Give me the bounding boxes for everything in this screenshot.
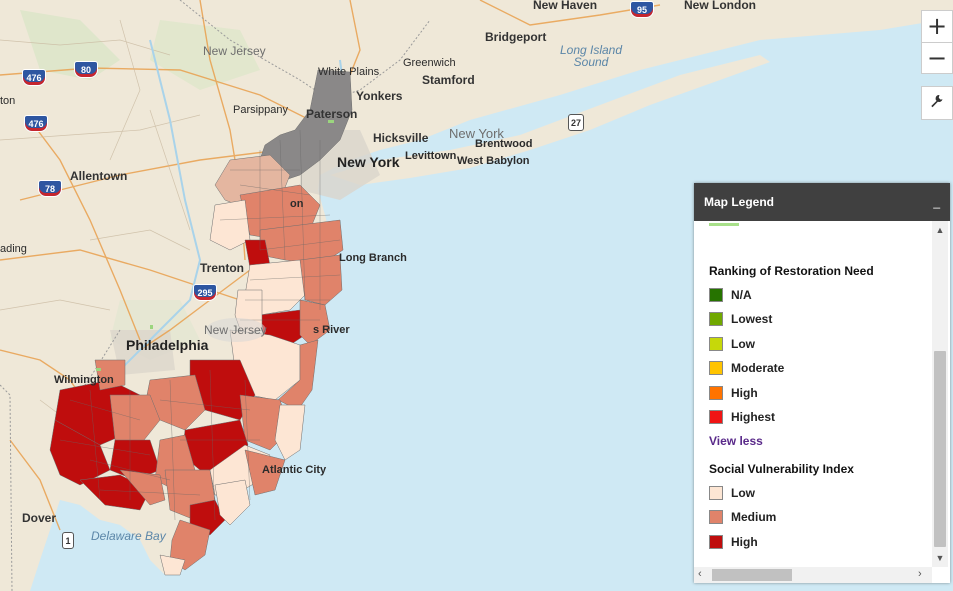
- city-new-london: New London: [684, 0, 756, 12]
- city-toms-river: s River: [313, 324, 350, 336]
- legend-swatch: [709, 361, 723, 375]
- legend-swatch: [709, 386, 723, 400]
- state-new-jersey-south: New Jersey: [204, 323, 267, 337]
- interstate-shield: 295: [193, 284, 217, 301]
- water-long-island-sound: Long Island Sound: [559, 43, 623, 69]
- city-west-babylon: West Babylon: [457, 155, 530, 167]
- interstate-shield: 80: [74, 61, 98, 78]
- legend-swatch: [709, 337, 723, 351]
- city-philadelphia: Philadelphia: [126, 337, 209, 353]
- wrench-icon: [930, 94, 944, 113]
- route-shield: 1: [62, 532, 74, 549]
- legend-title: Map Legend: [704, 195, 775, 209]
- scroll-left-icon[interactable]: ‹: [698, 568, 702, 580]
- legend-content[interactable]: Ranking of Restoration Need N/A Lowest L…: [694, 221, 932, 567]
- delaware-bay-water: [60, 500, 150, 575]
- legend-item: Medium: [709, 510, 776, 524]
- city-wilmington: Wilmington: [54, 374, 114, 386]
- zoom-in-button[interactable]: +: [926, 12, 948, 40]
- legend-swatch: [709, 486, 723, 500]
- legend-horizontal-scrollbar[interactable]: ‹ ›: [694, 567, 932, 583]
- legend-header: Map Legend _: [694, 183, 950, 221]
- city-greenwich: Greenwich: [403, 57, 456, 69]
- zoom-control: + −: [921, 10, 953, 74]
- interstate-shield: 476: [22, 69, 46, 86]
- scroll-down-icon[interactable]: ▼: [935, 553, 945, 563]
- legend-label: High: [731, 535, 758, 549]
- city-white-plains: White Plains: [318, 66, 380, 78]
- tools-button[interactable]: [921, 86, 953, 120]
- svi-heading: Social Vulnerability Index: [709, 462, 854, 476]
- city-new-haven: New Haven: [533, 0, 598, 12]
- interstate-shield: 95: [630, 1, 654, 18]
- interstate-shield: 476: [24, 115, 48, 132]
- city-dover: Dover: [22, 511, 57, 525]
- city-allentown: Allentown: [70, 169, 128, 183]
- legend-label: Low: [731, 486, 755, 500]
- legend-label: Medium: [731, 510, 777, 524]
- legend-label: Moderate: [731, 361, 785, 375]
- legend-label: Low: [731, 337, 755, 351]
- city-trenton: Trenton: [200, 261, 244, 275]
- long-island: [330, 55, 770, 185]
- city-reading: ading: [0, 243, 27, 255]
- scroll-right-icon[interactable]: ›: [918, 568, 922, 580]
- restoration-heading: Ranking of Restoration Need: [709, 264, 874, 278]
- partial-legend-swatch: [709, 223, 739, 226]
- legend-label: N/A: [731, 288, 752, 302]
- scroll-thumb[interactable]: [934, 351, 946, 547]
- route-shield: 27: [568, 114, 584, 131]
- legend-item: Moderate: [709, 361, 784, 375]
- city-parsippany: Parsippany: [233, 104, 289, 116]
- legend-item: Low: [709, 337, 755, 351]
- legend-item: Highest: [709, 410, 775, 424]
- water-delaware-bay: Delaware Bay: [91, 529, 166, 543]
- legend-label: Lowest: [731, 312, 773, 326]
- legend-item: N/A: [709, 288, 752, 302]
- city-new-york: New York: [337, 154, 400, 170]
- city-bridgeport: Bridgeport: [485, 30, 547, 44]
- legend-swatch: [709, 312, 723, 326]
- legend-label: Highest: [731, 410, 776, 424]
- legend-label: High: [731, 386, 758, 400]
- city-brentwood: Brentwood: [475, 138, 533, 150]
- interstate-shield: 78: [38, 180, 62, 197]
- city-levittown: Levittown: [405, 150, 457, 162]
- legend-swatch: [709, 410, 723, 424]
- map-legend-panel: Map Legend _ Ranking of Restoration Need…: [694, 183, 950, 583]
- state-new-jersey-north: New Jersey: [203, 44, 266, 58]
- legend-item: Lowest: [709, 312, 772, 326]
- legend-swatch: [709, 510, 723, 524]
- city-yonkers: Yonkers: [356, 89, 403, 103]
- zoom-out-button[interactable]: −: [922, 42, 952, 74]
- state-new-york: New York: [449, 126, 504, 141]
- legend-vertical-scrollbar[interactable]: ▲ ▼: [932, 221, 948, 567]
- scroll-up-icon[interactable]: ▲: [935, 225, 945, 235]
- legend-swatch: [709, 535, 723, 549]
- scroll-thumb[interactable]: [712, 569, 792, 581]
- city-stamford: Stamford: [422, 73, 475, 87]
- city-paterson: Paterson: [306, 107, 358, 121]
- city-on: on: [290, 198, 304, 210]
- city-atlantic-city: Atlantic City: [262, 464, 327, 476]
- city-long-branch: Long Branch: [339, 252, 407, 264]
- legend-item: High: [709, 386, 758, 400]
- legend-item: Low: [709, 486, 755, 500]
- city-ton: ton: [0, 95, 16, 107]
- view-less-link[interactable]: View less: [709, 434, 763, 448]
- legend-minimize-button[interactable]: _: [933, 195, 940, 209]
- city-hicksville: Hicksville: [373, 131, 429, 145]
- legend-swatch: [709, 288, 723, 302]
- nj-tracts: [49, 69, 353, 576]
- legend-item: High: [709, 535, 758, 549]
